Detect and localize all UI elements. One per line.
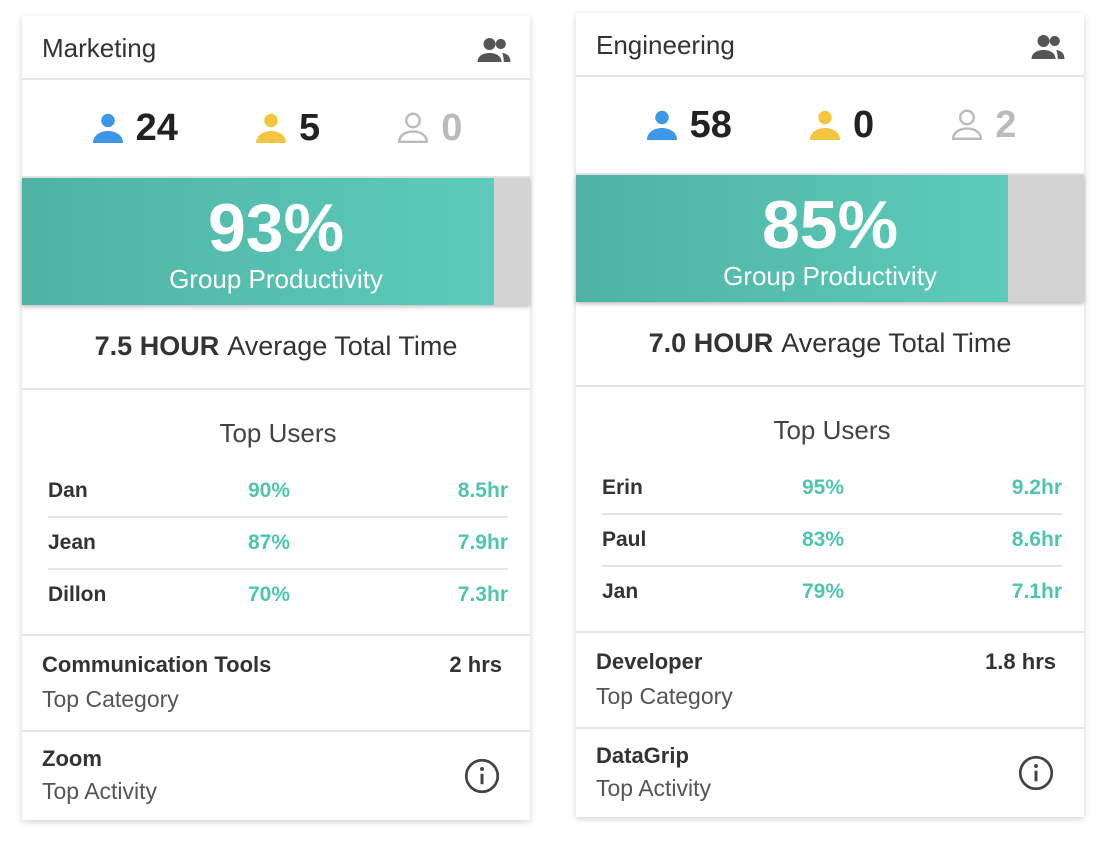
user-row: Erin 95% 9.2hr (602, 463, 1062, 515)
user-name: Erin (602, 476, 643, 499)
user-hours: 7.9hr (457, 531, 508, 554)
user-icon (398, 112, 429, 143)
average-time: 7.0 HOUR Average Total Time (576, 302, 1084, 387)
user-row: Dan 90% 8.5hr (48, 466, 508, 518)
productivity-label: Group Productivity (723, 261, 937, 291)
category-line: Developer 1.8 hrs (596, 649, 1056, 675)
count-value: 0 (852, 103, 875, 146)
user-row: Dillon 70% 7.3hr (48, 570, 508, 620)
info-button[interactable] (1018, 755, 1054, 791)
status-counts: 24 5 0 (22, 80, 530, 178)
status-count: 0 (395, 107, 462, 150)
category-line: Communication Tools 2 hrs (42, 652, 502, 678)
avg-time-label: Average Total Time (781, 328, 1012, 358)
info-button[interactable] (464, 758, 500, 794)
user-hours: 8.5hr (457, 479, 508, 502)
avg-time-value: 7.0 HOUR (648, 328, 774, 358)
top-category: Communication Tools 2 hrs Top Category (22, 636, 530, 732)
user-hours: 8.6hr (1011, 528, 1062, 551)
activity-name: Zoom (42, 746, 102, 771)
productivity-fill (576, 175, 1008, 302)
top-category: Developer 1.8 hrs Top Category (576, 633, 1084, 729)
card-header: Marketing (22, 16, 530, 80)
avg-time-label: Average Total Time (227, 331, 458, 361)
status-counts: 58 0 2 (576, 77, 1084, 175)
productivity-value: 93% (207, 190, 345, 266)
category-time: 2 hrs (449, 652, 502, 677)
user-name: Dan (48, 479, 88, 502)
top-users: Top Users Erin 95% 9.2hr Paul 83% 8.6hr Jan 79% 7… (576, 387, 1084, 633)
user-row: Jan 79% 7.1hr (602, 567, 1062, 617)
average-time: 7.5 HOUR Average Total Time (22, 305, 530, 390)
activity-label: Top Activity (596, 775, 712, 801)
user-productivity: 79% (802, 580, 845, 603)
productivity-label: Group Productivity (169, 264, 383, 294)
team-name: Marketing (42, 33, 157, 63)
user-icon (809, 110, 840, 140)
team-card: Marketing 24 5 0 93% Group Productivity 7.5 HO… (22, 16, 530, 820)
group-icon (477, 38, 511, 62)
status-count: 5 (253, 107, 320, 150)
activity-label: Top Activity (42, 778, 158, 804)
category-label: Top Category (42, 686, 179, 712)
top-users-title: Top Users (219, 418, 337, 448)
user-name: Dillon (48, 583, 107, 606)
user-productivity: 90% (248, 479, 291, 502)
user-hours: 7.1hr (1011, 580, 1062, 603)
user-hours: 7.3hr (457, 583, 508, 606)
user-hours: 9.2hr (1011, 476, 1062, 499)
top-users: Top Users Dan 90% 8.5hr Jean 87% 7.9hr Dillon 70… (22, 390, 530, 636)
status-count: 2 (949, 104, 1016, 147)
user-productivity: 70% (248, 583, 291, 606)
productivity-bar: 85% Group Productivity (576, 175, 1084, 302)
activity-name: DataGrip (596, 743, 689, 768)
team-name: Engineering (596, 30, 735, 60)
count-value: 2 (995, 103, 1017, 146)
category-label: Top Category (596, 683, 733, 709)
user-productivity: 83% (802, 528, 845, 551)
category-time: 1.8 hrs (985, 649, 1056, 674)
status-count: 58 (644, 104, 732, 147)
productivity-value: 85% (761, 187, 899, 263)
count-value: 0 (441, 106, 463, 149)
top-users-title: Top Users (773, 415, 891, 445)
status-count: 0 (807, 104, 874, 147)
avg-time-value: 7.5 HOUR (94, 331, 220, 361)
top-activity: Zoom Top Activity (22, 732, 530, 820)
category-name: Developer (596, 649, 703, 674)
productivity-fill (22, 178, 495, 305)
user-name: Jean (48, 531, 96, 554)
user-row: Paul 83% 8.6hr (602, 515, 1062, 567)
user-icon (92, 113, 123, 143)
user-productivity: 87% (248, 531, 291, 554)
user-productivity: 95% (802, 476, 845, 499)
user-row: Jean 87% 7.9hr (48, 518, 508, 570)
user-icon (952, 109, 983, 140)
user-icon (255, 113, 286, 143)
user-name: Paul (602, 528, 647, 551)
count-value: 24 (135, 106, 178, 149)
count-value: 58 (689, 103, 732, 146)
productivity-bar: 93% Group Productivity (22, 178, 530, 305)
count-value: 5 (298, 106, 321, 149)
team-card: Engineering 58 0 2 85% Group Productivity 7.0 … (576, 13, 1084, 817)
status-count: 24 (90, 107, 178, 150)
top-activity: DataGrip Top Activity (576, 729, 1084, 817)
category-name: Communication Tools (42, 652, 272, 677)
user-icon (646, 110, 677, 140)
card-header: Engineering (576, 13, 1084, 77)
user-name: Jan (602, 580, 639, 603)
group-icon (1031, 35, 1065, 59)
